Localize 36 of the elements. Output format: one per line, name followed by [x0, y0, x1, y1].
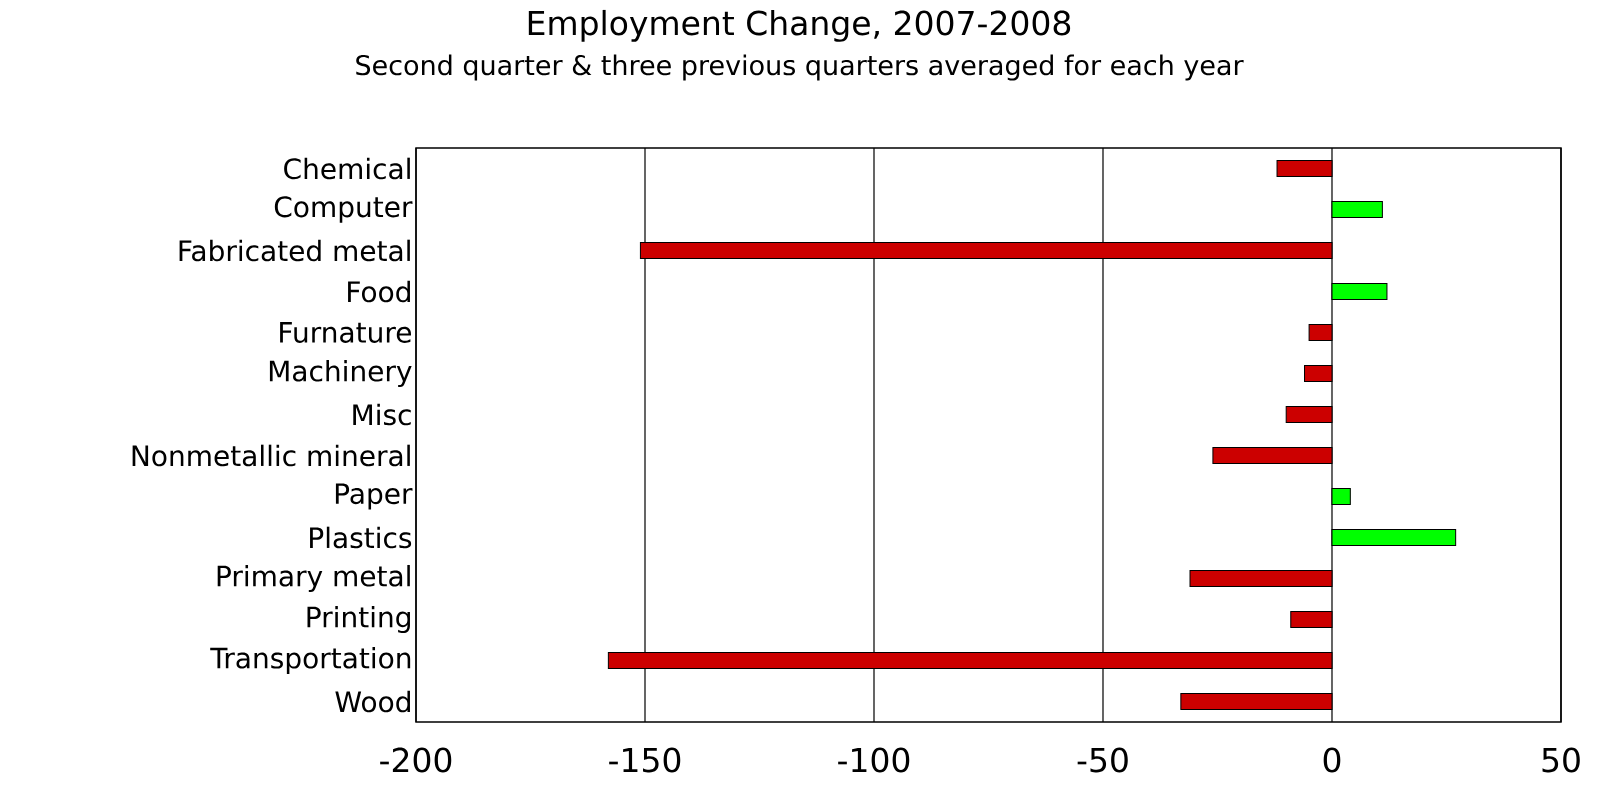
x-tick-label: -150: [609, 747, 681, 773]
x-tick-label: -100: [838, 747, 910, 773]
bar: [1290, 611, 1333, 628]
x-tick-label: 50: [1542, 747, 1580, 773]
bar: [1331, 488, 1351, 506]
bar: [1285, 406, 1333, 424]
bar: [1331, 283, 1388, 300]
bar: [1308, 324, 1333, 341]
y-tick-label: Machinery: [269, 359, 412, 388]
y-tick-label: Furnature: [280, 322, 411, 343]
bar: [1331, 201, 1383, 218]
y-tick-label: Paper: [335, 483, 413, 510]
chart-subtitle: Second quarter & three previous quarters averaged for each year: [356, 54, 1244, 81]
y-tick-label: Misc: [353, 403, 411, 426]
y-tick-label: Wood: [335, 690, 410, 713]
bar: [1189, 570, 1333, 588]
x-tick-label: -50: [1077, 747, 1128, 773]
y-tick-label: Transportation: [210, 646, 411, 675]
y-tick-label: Food: [348, 280, 410, 303]
y-tick-label: Chemical: [284, 157, 410, 180]
y-tick-label: Printing: [307, 605, 410, 634]
bar: [607, 652, 1333, 670]
bar: [639, 242, 1333, 259]
chart-title: Employment Change, 2007-2008: [528, 9, 1071, 42]
y-tick-label: Primary metal: [217, 564, 410, 593]
y-tick-label: Plastics: [310, 526, 412, 549]
y-tick-label: Fabricated metal: [179, 239, 410, 262]
x-tick-label: -200: [380, 747, 452, 773]
bar: [1276, 160, 1333, 178]
bar: [1304, 365, 1333, 382]
bar: [1212, 447, 1333, 465]
bar: [1331, 529, 1457, 547]
x-tick-label: 0: [1323, 747, 1341, 773]
bar: [1180, 693, 1333, 711]
y-tick-label: Computer: [274, 196, 413, 223]
y-tick-label: Nonmetallic mineral: [132, 444, 410, 467]
